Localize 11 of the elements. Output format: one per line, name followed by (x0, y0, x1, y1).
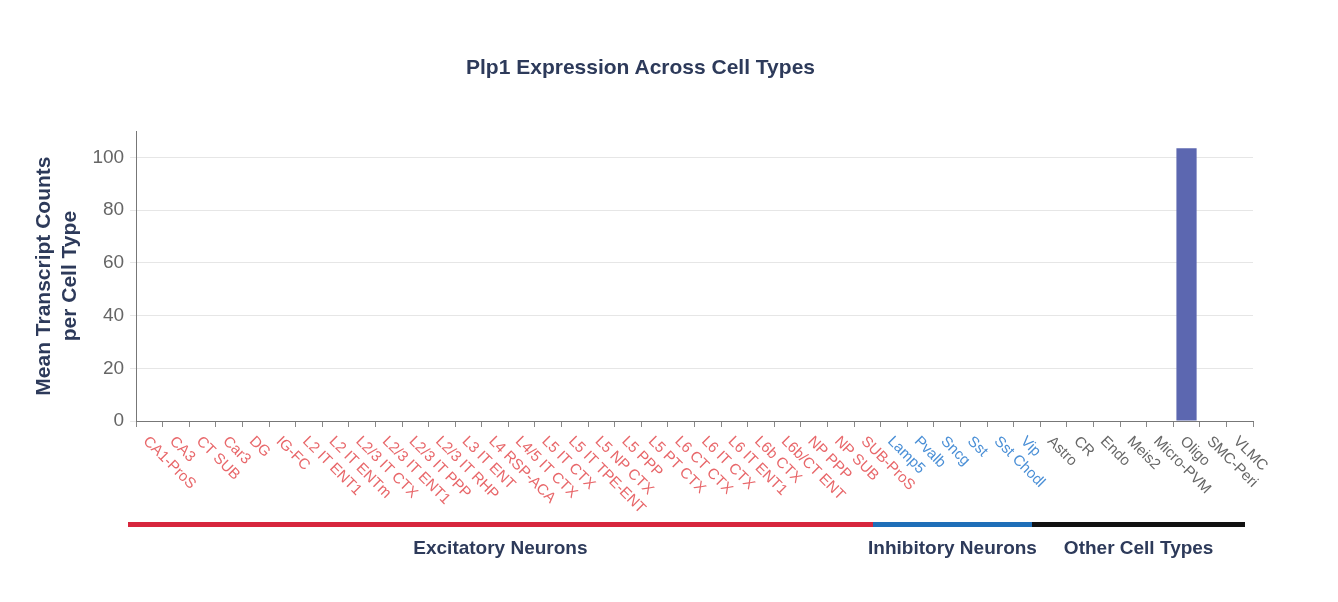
y-axis-title: Mean Transcript Counts per Cell Type (31, 156, 80, 396)
y-tick-label: 100 (92, 145, 125, 167)
y-tick-label: 80 (102, 198, 125, 220)
y-tick-label: 40 (102, 303, 125, 325)
chart-title: Plp1 Expression Across Cell Types (466, 55, 815, 79)
y-tick-label: 0 (113, 409, 125, 431)
text: Inhibitory Neurons (868, 537, 1037, 559)
text: Excitatory Neurons (413, 537, 588, 559)
text: Other Cell Types (1063, 537, 1214, 559)
y-tick-label: 60 (102, 251, 125, 273)
y-tick-label: 20 (102, 356, 125, 378)
